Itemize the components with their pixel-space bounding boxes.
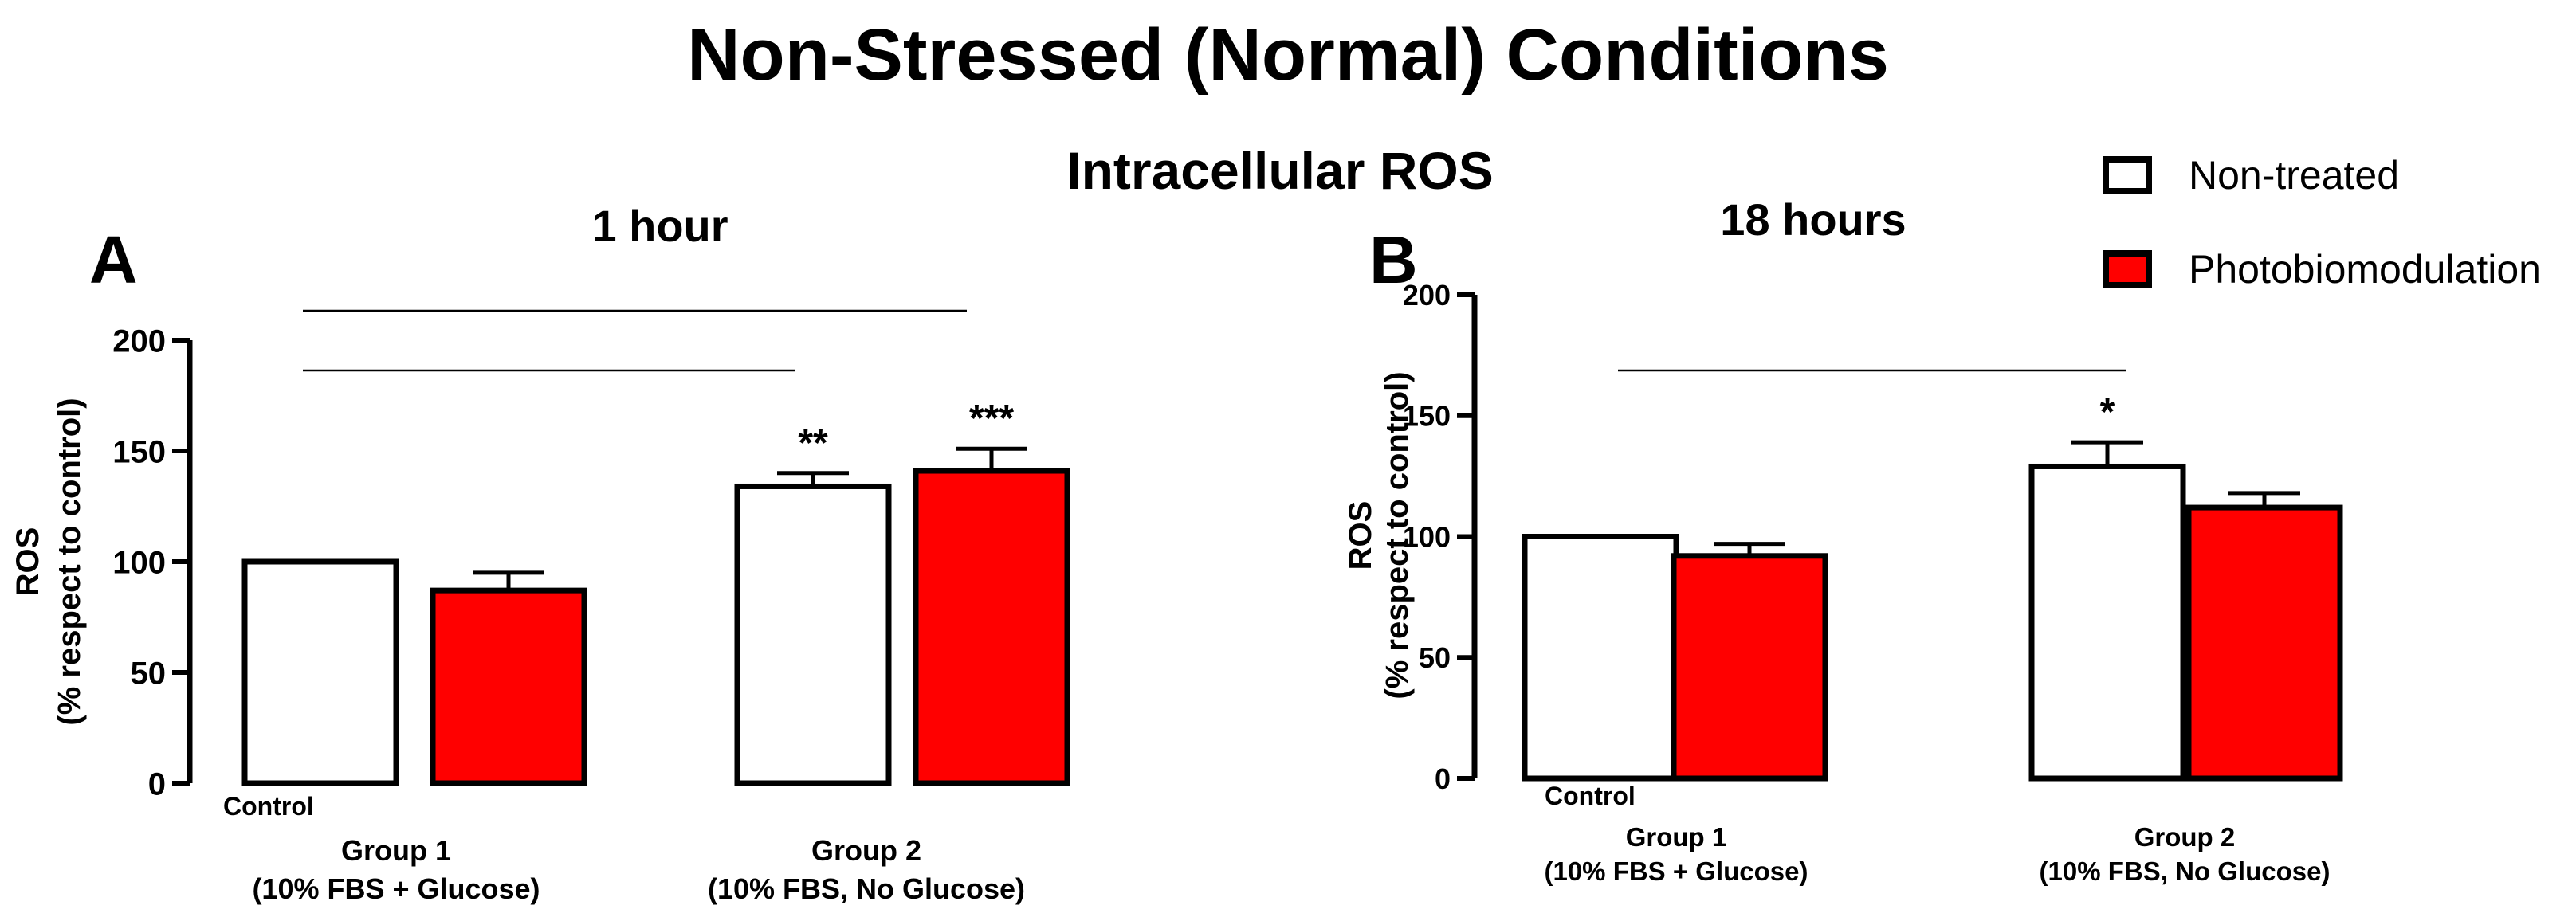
panel-b: B 18 hours ROS (% respect to control) 0 50 100… bbox=[1343, 194, 2343, 886]
significance-marker: ** bbox=[798, 422, 828, 464]
y-tick-label: 150 bbox=[112, 434, 166, 469]
y-axis-label-line-1: ROS bbox=[1343, 501, 1378, 570]
x-category-label-line-2: (10% FBS + Glucose) bbox=[252, 872, 540, 905]
bar-photobiomodulation bbox=[913, 468, 1070, 786]
figure-title: Non-Stressed (Normal) Conditions bbox=[687, 14, 1889, 96]
y-tick-label: 50 bbox=[1419, 641, 1451, 674]
bar-photobiomodulation bbox=[1671, 553, 1828, 782]
legend-swatch-non-treated bbox=[2103, 156, 2152, 194]
panel-a: A 1 hour ROS (% respect to control) 0 50 100 15… bbox=[10, 201, 1070, 905]
x-category-label-line-1: Group 1 bbox=[341, 834, 451, 867]
y-tick-label: 100 bbox=[1403, 520, 1451, 553]
panel-title: 1 hour bbox=[591, 201, 728, 251]
bar-non-treated bbox=[734, 483, 892, 786]
legend: Non-treated Photobiomodulation bbox=[2103, 153, 2541, 292]
y-tick-label: 200 bbox=[112, 323, 166, 359]
legend-label-non-treated: Non-treated bbox=[2189, 153, 2399, 198]
significance-marker: * bbox=[2100, 391, 2115, 433]
legend-label-photobiomodulation: Photobiomodulation bbox=[2189, 247, 2541, 292]
panel-title: 18 hours bbox=[1720, 194, 1906, 245]
control-label: Control bbox=[1545, 782, 1636, 810]
bar-photobiomodulation bbox=[2185, 504, 2343, 782]
figure-subtitle: Intracellular ROS bbox=[1066, 141, 1494, 200]
significance-marker: *** bbox=[969, 398, 1014, 440]
x-category-label-line-2: (10% FBS, No Glucose) bbox=[2040, 856, 2331, 886]
x-category-label-line-2: (10% FBS + Glucose) bbox=[1544, 856, 1808, 886]
y-tick-label: 50 bbox=[131, 656, 167, 691]
y-tick-label: 0 bbox=[148, 766, 166, 801]
y-axis-label-line-2: (% respect to control) bbox=[52, 398, 87, 725]
control-label: Control bbox=[223, 792, 314, 821]
x-category-label-line-1: Group 1 bbox=[1626, 822, 1727, 852]
x-category-label-line-1: Group 2 bbox=[811, 834, 921, 867]
bar-photobiomodulation bbox=[430, 587, 587, 786]
y-tick-label: 150 bbox=[1403, 400, 1451, 433]
x-category-label-line-2: (10% FBS, No Glucose) bbox=[708, 872, 1025, 905]
bar-non-treated bbox=[2028, 463, 2186, 782]
y-tick-label: 0 bbox=[1435, 762, 1451, 795]
panel-label: A bbox=[89, 222, 138, 297]
y-axis-label-line-2: (% respect to control) bbox=[1380, 371, 1415, 699]
legend-swatch-photobiomodulation bbox=[2103, 250, 2152, 288]
bar-non-treated bbox=[1522, 534, 1679, 782]
bar-non-treated bbox=[242, 558, 399, 786]
panel-label: B bbox=[1369, 222, 1418, 297]
y-tick-label: 100 bbox=[112, 545, 166, 580]
y-tick-label: 200 bbox=[1403, 279, 1451, 312]
x-category-label-line-1: Group 2 bbox=[2134, 822, 2236, 852]
y-axis-label-line-1: ROS bbox=[10, 527, 45, 597]
